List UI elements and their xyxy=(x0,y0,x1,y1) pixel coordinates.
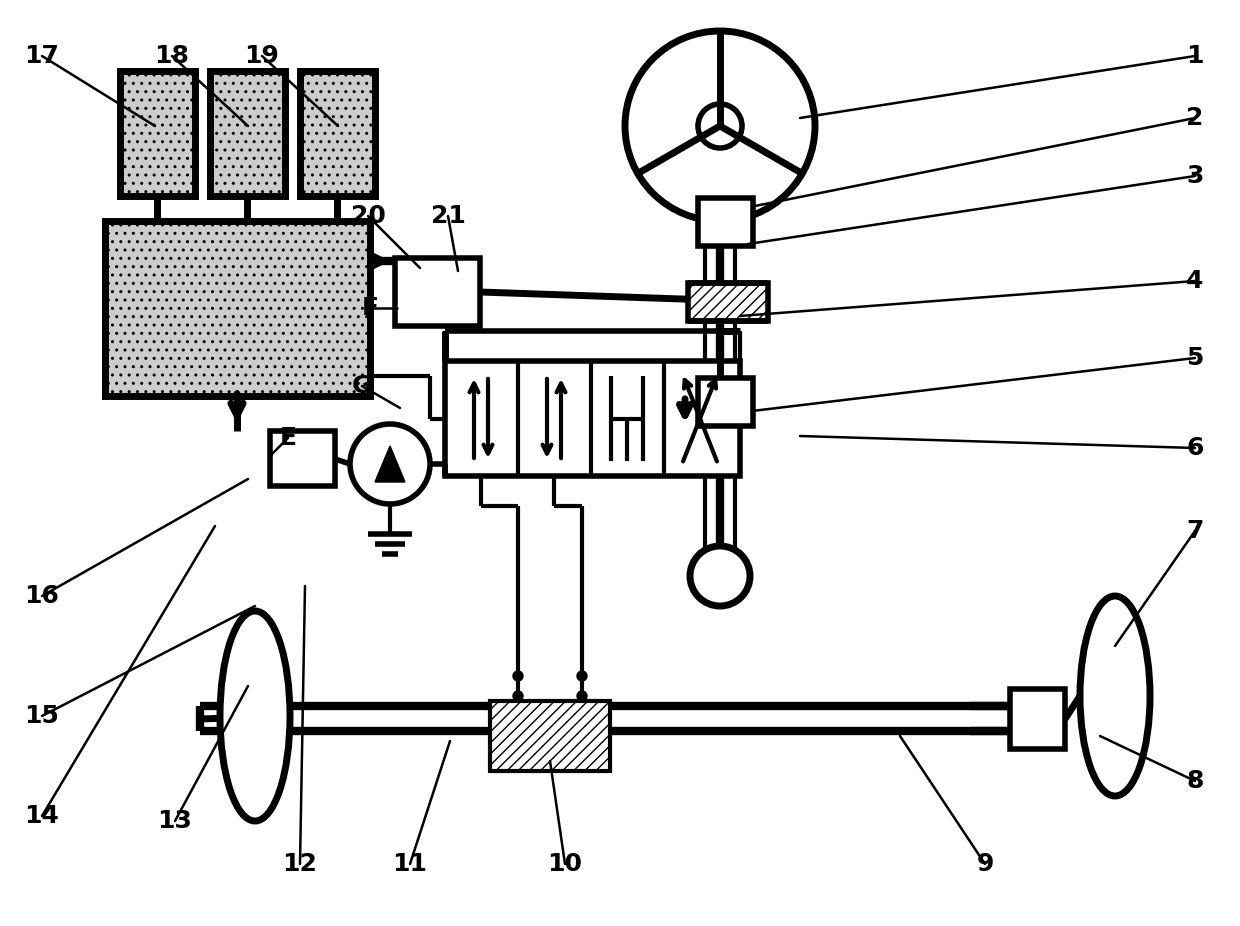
Bar xyxy=(270,431,335,486)
Circle shape xyxy=(513,671,523,681)
Text: 1: 1 xyxy=(1187,44,1204,68)
Text: 4: 4 xyxy=(1187,269,1204,293)
Text: 3: 3 xyxy=(1187,164,1204,188)
Bar xyxy=(105,221,370,396)
Text: 15: 15 xyxy=(25,704,60,728)
Text: 11: 11 xyxy=(393,852,428,876)
Text: 12: 12 xyxy=(283,852,317,876)
Bar xyxy=(445,361,740,476)
Bar xyxy=(698,378,753,426)
Text: 8: 8 xyxy=(1187,769,1204,793)
Polygon shape xyxy=(374,446,405,482)
Text: 2: 2 xyxy=(1187,106,1204,130)
Text: 6: 6 xyxy=(1187,436,1204,460)
Text: 5: 5 xyxy=(1187,346,1204,370)
Text: 18: 18 xyxy=(155,44,190,68)
Circle shape xyxy=(577,691,587,701)
Text: 20: 20 xyxy=(351,204,386,228)
Text: F: F xyxy=(362,296,378,320)
Bar xyxy=(120,71,195,196)
Text: 17: 17 xyxy=(25,44,60,68)
Text: 14: 14 xyxy=(25,804,60,828)
Bar xyxy=(1011,689,1065,749)
Text: 13: 13 xyxy=(157,809,192,833)
Circle shape xyxy=(350,424,430,504)
Text: 10: 10 xyxy=(548,852,583,876)
Text: 21: 21 xyxy=(430,204,465,228)
Bar xyxy=(688,283,768,321)
Text: 9: 9 xyxy=(976,852,993,876)
Ellipse shape xyxy=(1080,596,1149,796)
Text: 19: 19 xyxy=(244,44,279,68)
Bar xyxy=(698,198,753,246)
Circle shape xyxy=(577,671,587,681)
Text: G: G xyxy=(352,374,372,398)
Ellipse shape xyxy=(219,611,290,821)
Text: 7: 7 xyxy=(1187,519,1204,543)
Circle shape xyxy=(698,104,742,148)
Text: E: E xyxy=(279,426,296,450)
Bar xyxy=(490,701,610,771)
Circle shape xyxy=(689,546,750,606)
Bar xyxy=(300,71,374,196)
Bar xyxy=(210,71,285,196)
Bar xyxy=(396,258,480,326)
Circle shape xyxy=(625,31,815,221)
Text: 16: 16 xyxy=(25,584,60,608)
Circle shape xyxy=(513,691,523,701)
